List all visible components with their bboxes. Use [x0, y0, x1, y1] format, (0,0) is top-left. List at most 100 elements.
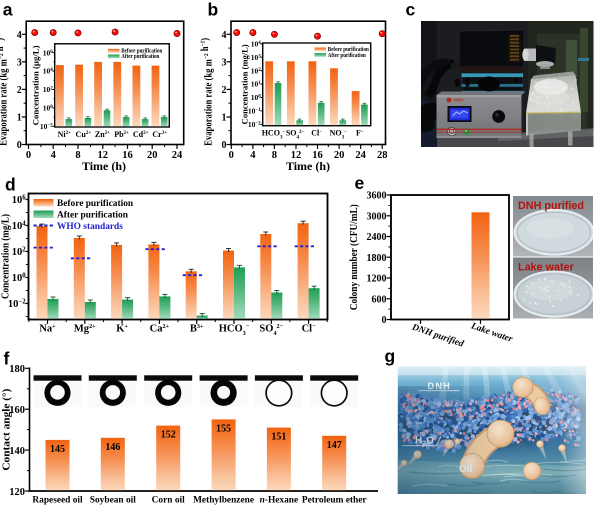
- svg-text:147: 147: [327, 440, 342, 451]
- svg-text:DNH purified: DNH purified: [518, 200, 584, 212]
- svg-text:DNH: DNH: [428, 381, 452, 391]
- svg-text:f: f: [4, 349, 10, 369]
- svg-text:Na+: Na+: [39, 323, 56, 335]
- svg-text:Time (h): Time (h): [82, 159, 126, 173]
- svg-text:Methylbenzene: Methylbenzene: [193, 496, 254, 506]
- svg-text:3600: 3600: [367, 191, 387, 202]
- svg-text:Before purification: Before purification: [328, 47, 370, 53]
- svg-text:Time (h): Time (h): [286, 159, 330, 173]
- svg-text:Lake water: Lake water: [518, 262, 575, 274]
- svg-text:Contact angle (°): Contact angle (°): [2, 388, 13, 471]
- svg-text:Cr3+: Cr3+: [152, 130, 167, 139]
- svg-text:0: 0: [229, 150, 234, 161]
- svg-text:Concentration (mg/L): Concentration (mg/L): [240, 44, 250, 124]
- svg-text:2: 2: [222, 85, 227, 96]
- svg-text:Cd2+: Cd2+: [133, 130, 149, 139]
- svg-text:100: 100: [251, 93, 262, 102]
- svg-text:101: 101: [251, 80, 262, 89]
- svg-text:102: 102: [251, 66, 262, 75]
- svg-text:106: 106: [43, 48, 54, 57]
- svg-text:After purification: After purification: [57, 211, 129, 221]
- svg-text:145: 145: [50, 444, 65, 455]
- svg-text:NO3−: NO3−: [330, 129, 348, 141]
- svg-text:140: 140: [9, 446, 25, 457]
- svg-text:104: 104: [12, 221, 27, 233]
- svg-text:3: 3: [17, 57, 22, 68]
- svg-text:Concentration (mg/L): Concentration (mg/L): [1, 214, 12, 299]
- svg-text:Concentration (µg/L): Concentration (µg/L): [31, 45, 41, 125]
- svg-text:12: 12: [291, 150, 302, 161]
- svg-text:4: 4: [222, 30, 227, 41]
- svg-text:Cu2+: Cu2+: [76, 130, 92, 139]
- svg-text:c: c: [406, 0, 416, 20]
- svg-text:0: 0: [26, 150, 31, 161]
- svg-text:10−2: 10−2: [248, 120, 261, 129]
- svg-text:g: g: [385, 346, 396, 366]
- svg-text:d: d: [5, 175, 16, 195]
- svg-text:10−2: 10−2: [40, 122, 53, 131]
- svg-text:1800: 1800: [367, 253, 387, 264]
- svg-text:b: b: [208, 0, 219, 20]
- svg-text:Ni2+: Ni2+: [58, 130, 72, 139]
- svg-text:20: 20: [334, 150, 345, 161]
- svg-text:Petroleum ether: Petroleum ether: [302, 496, 367, 506]
- svg-text:100: 100: [43, 104, 54, 113]
- svg-text:Before purification: Before purification: [121, 49, 163, 55]
- svg-text:WHO standards: WHO standards: [57, 222, 123, 232]
- svg-text:10−1: 10−1: [248, 107, 261, 116]
- svg-text:16: 16: [122, 150, 133, 161]
- svg-text:SO42−: SO42−: [286, 129, 305, 141]
- svg-text:K+: K+: [116, 323, 128, 335]
- svg-text:151: 151: [271, 432, 286, 443]
- svg-text:Colony number (CFU/mL): Colony number (CFU/mL): [349, 204, 360, 310]
- svg-text:Ca2+: Ca2+: [150, 323, 170, 335]
- svg-text:4: 4: [51, 150, 57, 161]
- svg-text:16: 16: [312, 150, 323, 161]
- svg-text:106: 106: [12, 195, 27, 207]
- svg-text:Pb2+: Pb2+: [114, 130, 129, 139]
- svg-text:102: 102: [43, 85, 54, 94]
- svg-text:After purification: After purification: [328, 53, 367, 59]
- svg-text:Mg2+: Mg2+: [74, 323, 96, 335]
- svg-text:24: 24: [172, 150, 183, 161]
- svg-text:160: 160: [9, 405, 25, 416]
- svg-text:3: 3: [222, 57, 227, 68]
- svg-text:155: 155: [216, 423, 231, 434]
- svg-text:F−: F−: [356, 129, 364, 138]
- svg-text:Cl−: Cl−: [311, 129, 322, 138]
- svg-text:e: e: [355, 173, 365, 193]
- svg-text:Corn oil: Corn oil: [152, 496, 185, 506]
- svg-text:20: 20: [147, 150, 158, 161]
- svg-text:Rapeseed oil: Rapeseed oil: [32, 496, 83, 506]
- svg-text:3000: 3000: [367, 211, 387, 222]
- svg-text:HCO3−: HCO3−: [219, 323, 250, 337]
- svg-text:Evaporation rate (kg m−2 h−1): Evaporation rate (kg m−2 h−1): [0, 38, 10, 146]
- svg-text:n-Hexane: n-Hexane: [260, 496, 299, 506]
- svg-text:2400: 2400: [367, 232, 387, 243]
- svg-text:Cl−: Cl−: [302, 323, 317, 335]
- svg-text:10−2: 10−2: [8, 299, 26, 311]
- svg-text:2: 2: [17, 85, 22, 96]
- svg-text:146: 146: [105, 442, 120, 453]
- svg-text:8: 8: [272, 150, 277, 161]
- svg-text:4: 4: [250, 150, 256, 161]
- svg-text:B3+: B3+: [190, 323, 204, 335]
- svg-text:100: 100: [12, 273, 27, 285]
- svg-text:After purification: After purification: [121, 54, 160, 60]
- svg-text:0: 0: [222, 140, 227, 151]
- svg-text:28: 28: [377, 150, 388, 161]
- svg-text:0: 0: [17, 140, 22, 151]
- svg-text:120: 120: [9, 487, 25, 498]
- svg-text:1200: 1200: [367, 274, 387, 285]
- svg-text:600: 600: [372, 294, 387, 305]
- svg-text:102: 102: [12, 247, 27, 259]
- svg-text:8: 8: [75, 150, 80, 161]
- svg-text:103: 103: [251, 53, 262, 62]
- svg-text:0: 0: [382, 315, 387, 326]
- svg-text:152: 152: [161, 430, 176, 441]
- svg-text:HCO3−: HCO3−: [262, 129, 286, 141]
- svg-text:180: 180: [9, 364, 25, 375]
- svg-text:104: 104: [43, 67, 54, 76]
- svg-text:a: a: [3, 0, 13, 20]
- svg-text:Soybean oil: Soybean oil: [90, 496, 137, 506]
